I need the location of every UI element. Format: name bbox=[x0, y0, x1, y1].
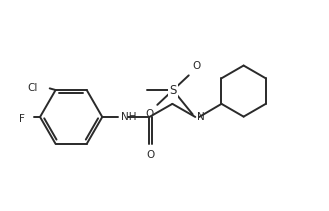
Text: F: F bbox=[19, 114, 25, 124]
Text: O: O bbox=[145, 110, 153, 119]
Text: S: S bbox=[169, 84, 177, 97]
Text: O: O bbox=[147, 150, 155, 160]
Text: N: N bbox=[197, 112, 204, 122]
Text: O: O bbox=[193, 61, 201, 71]
Text: Cl: Cl bbox=[27, 83, 38, 93]
Text: NH: NH bbox=[121, 112, 137, 122]
